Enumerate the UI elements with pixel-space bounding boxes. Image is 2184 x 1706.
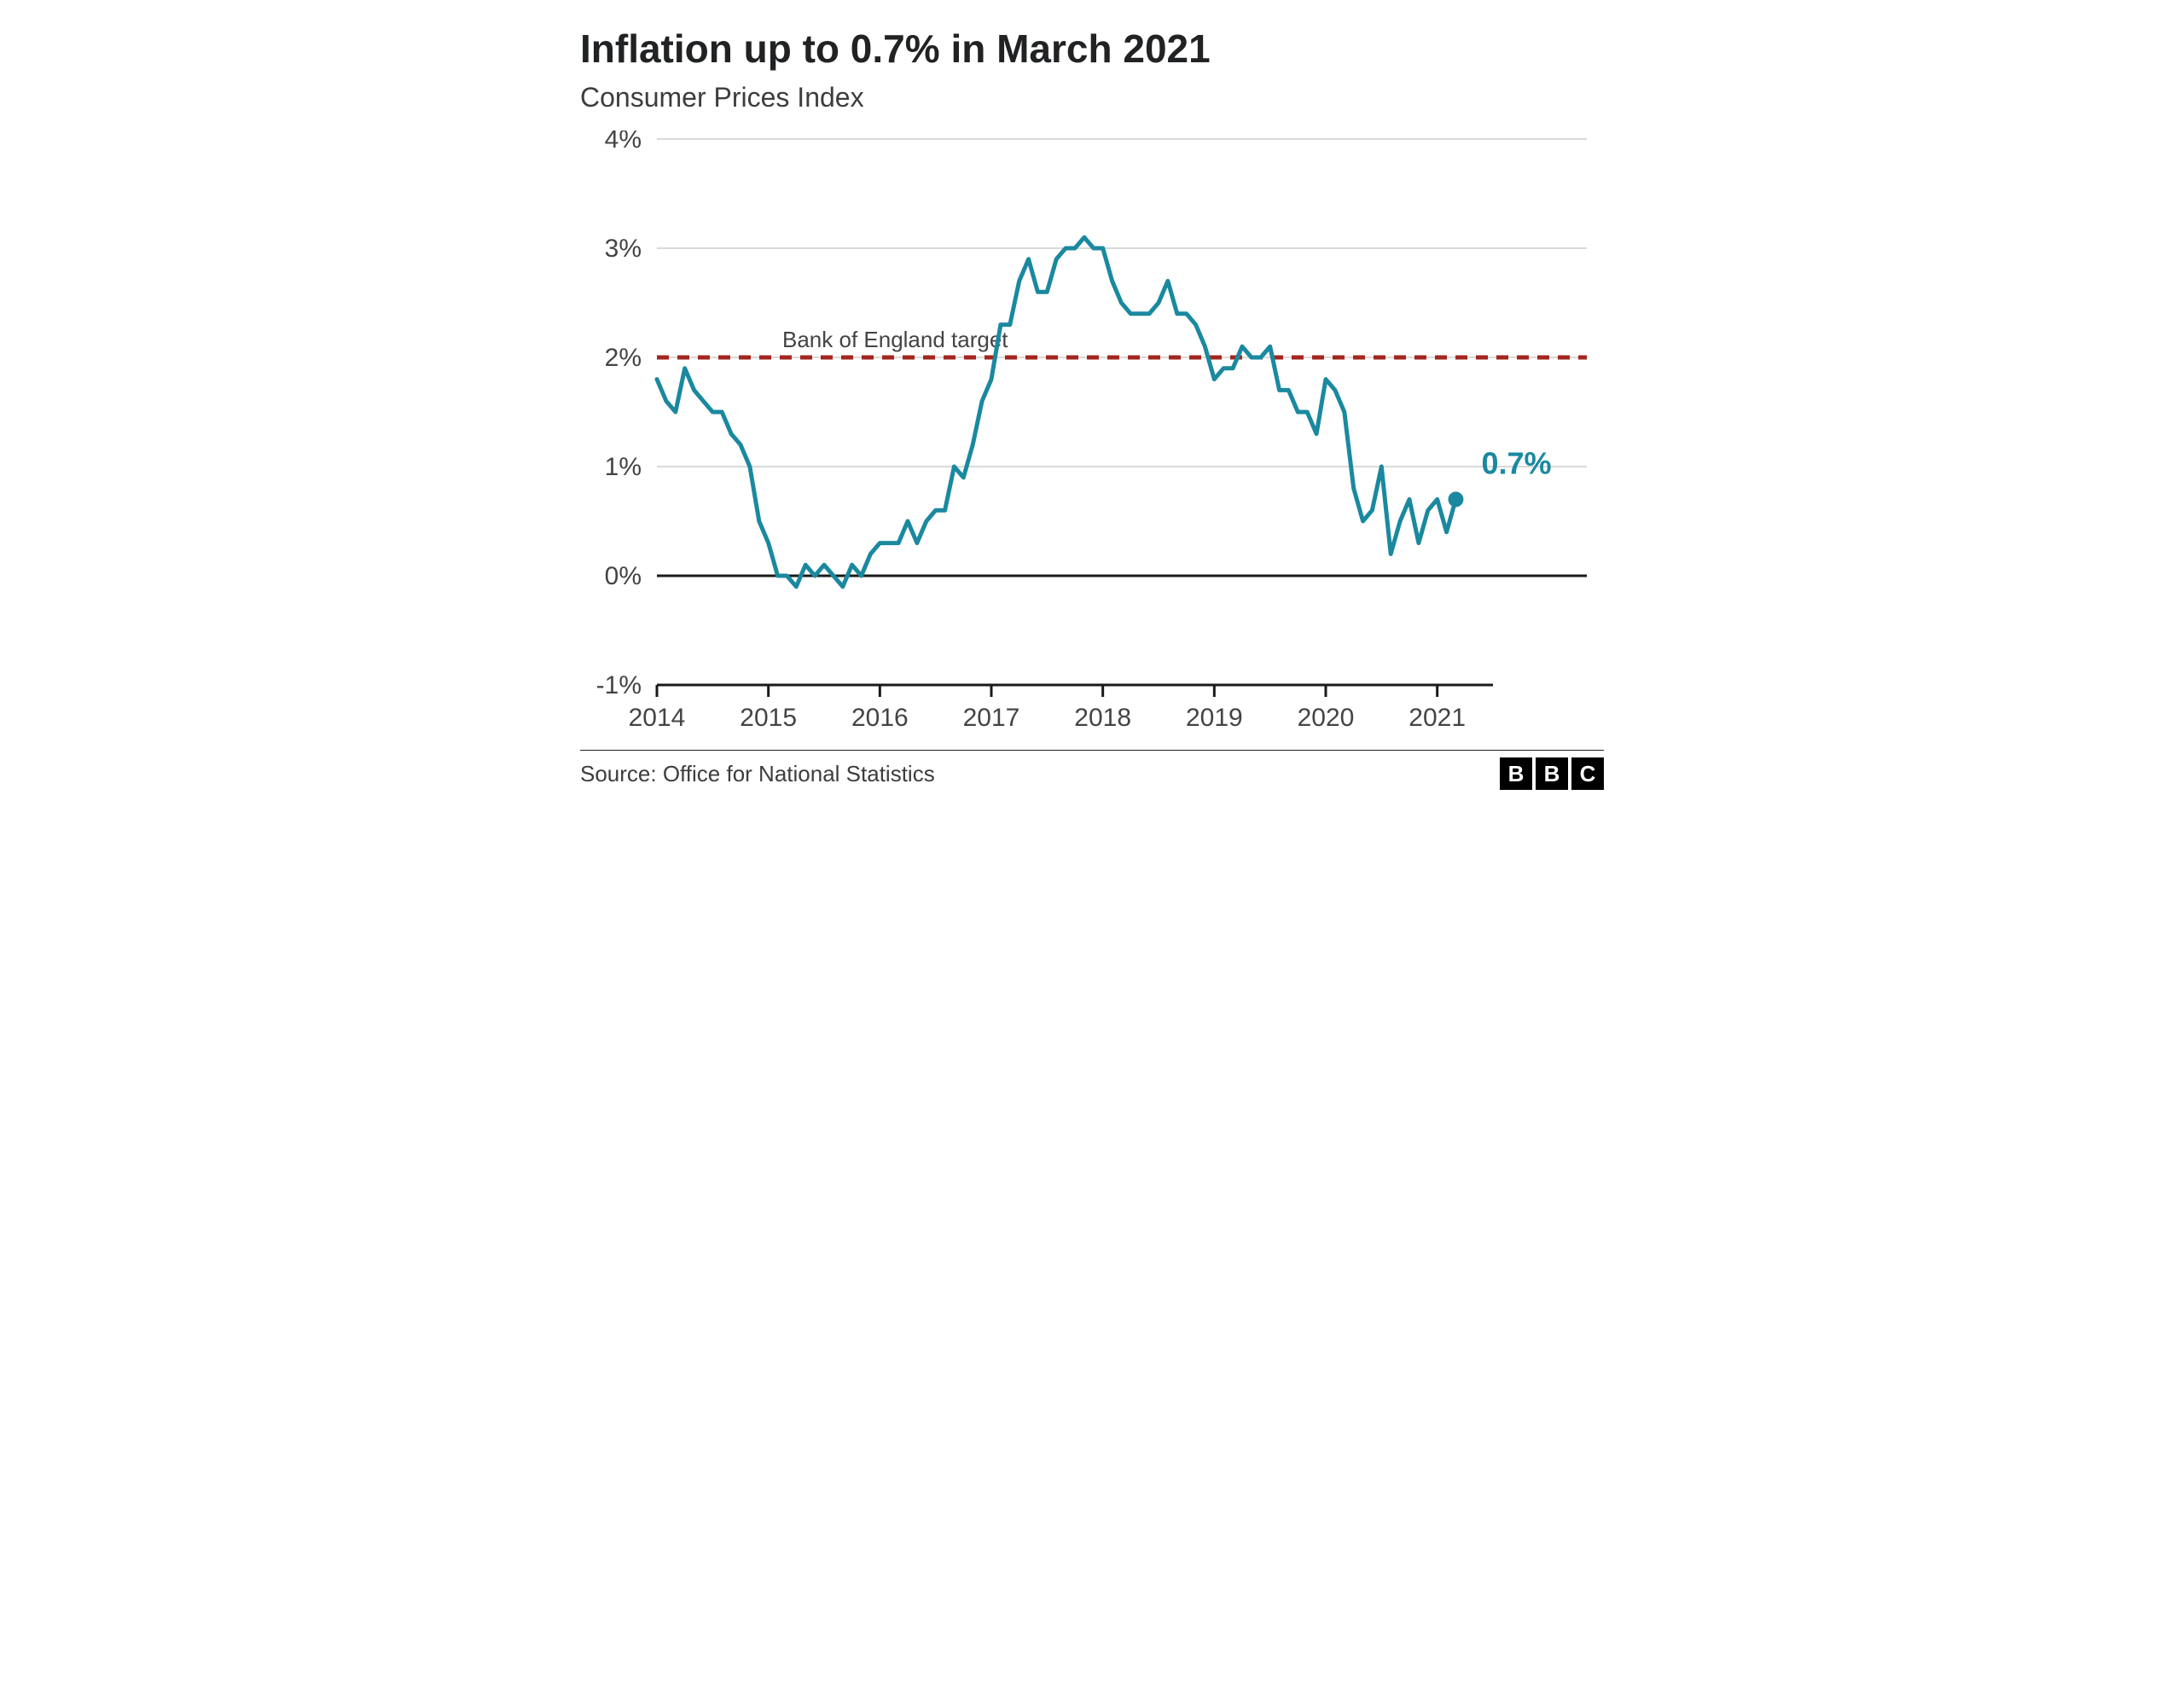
bbc-logo-b1: B: [1500, 757, 1532, 790]
chart-footer: Source: Office for National Statistics B…: [580, 750, 1604, 790]
svg-text:0%: 0%: [605, 562, 642, 590]
bbc-logo-c: C: [1571, 757, 1604, 790]
svg-text:2017: 2017: [963, 704, 1020, 732]
source-text: Source: Office for National Statistics: [580, 761, 935, 787]
chart-title: Inflation up to 0.7% in March 2021: [580, 26, 1604, 72]
svg-text:2014: 2014: [629, 704, 686, 732]
svg-text:Bank of England target: Bank of England target: [782, 327, 1008, 352]
svg-text:2018: 2018: [1074, 704, 1131, 732]
svg-text:4%: 4%: [605, 131, 642, 154]
svg-text:2020: 2020: [1298, 704, 1355, 732]
svg-text:2019: 2019: [1186, 704, 1243, 732]
svg-text:1%: 1%: [605, 453, 642, 481]
bbc-logo-b2: B: [1536, 757, 1568, 790]
line-chart-svg: -1% 0% 1% 2% 3% 4% Bank of England target 2014 2…: [580, 131, 1604, 745]
svg-text:2015: 2015: [740, 704, 797, 732]
bbc-logo: B B C: [1500, 757, 1604, 790]
svg-text:-1%: -1%: [596, 671, 642, 699]
chart-plot: -1% 0% 1% 2% 3% 4% Bank of England target 2014 2…: [580, 131, 1604, 745]
svg-text:2021: 2021: [1409, 704, 1466, 732]
svg-text:2016: 2016: [851, 704, 909, 732]
svg-text:0.7%: 0.7%: [1481, 445, 1551, 480]
svg-text:2%: 2%: [605, 344, 642, 372]
chart-subtitle: Consumer Prices Index: [580, 82, 1604, 113]
chart-card: Inflation up to 0.7% in March 2021 Consu…: [563, 0, 1621, 798]
svg-text:3%: 3%: [605, 235, 642, 263]
